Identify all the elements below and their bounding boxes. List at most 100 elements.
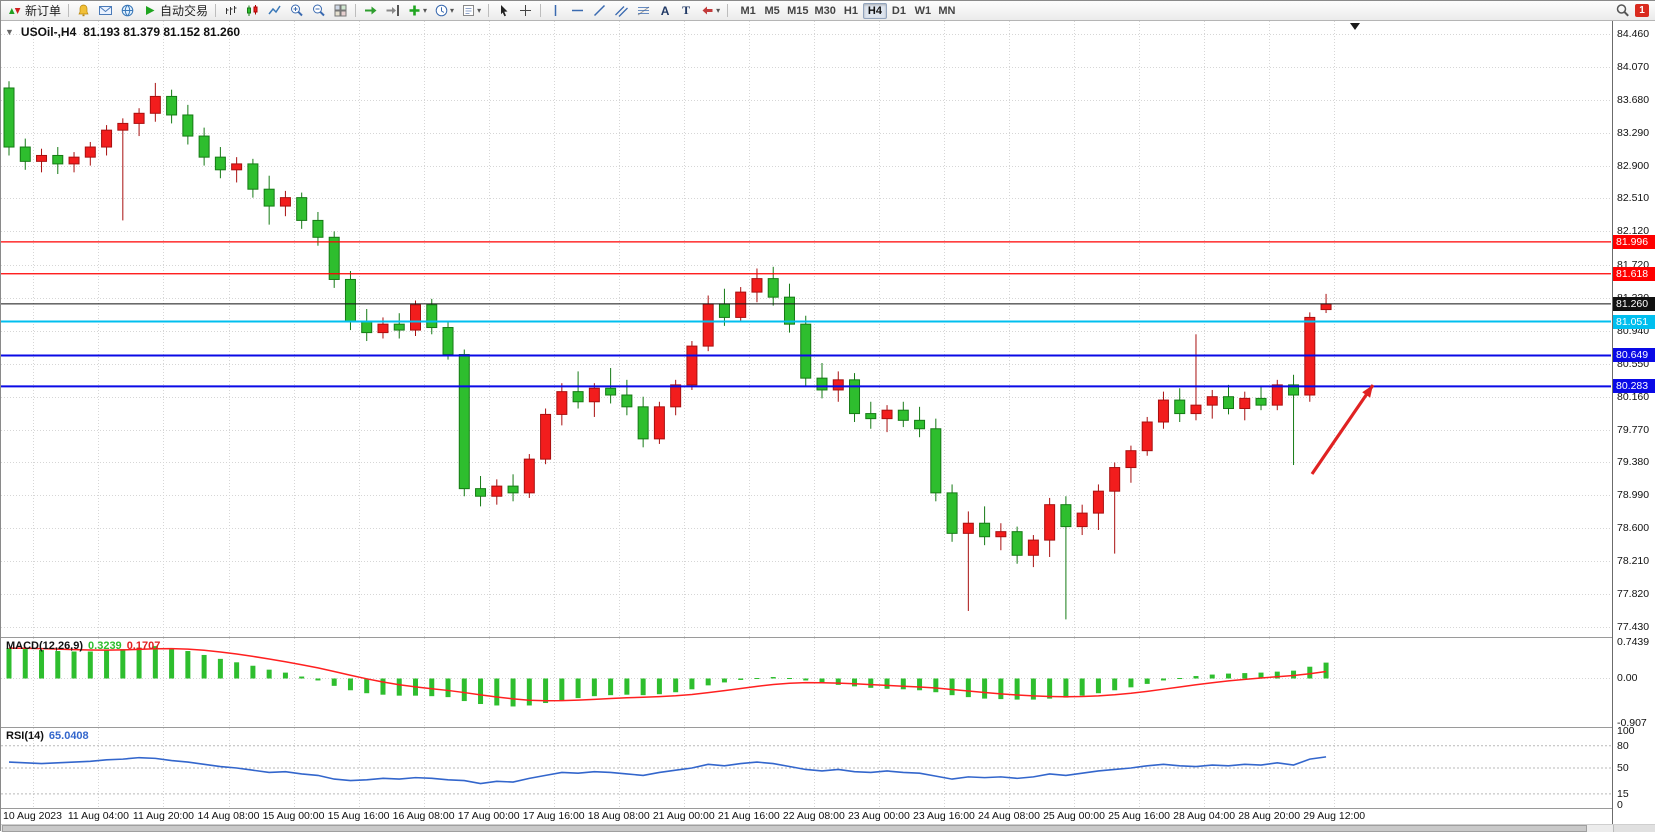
tf-m5-button[interactable]: M5 bbox=[760, 3, 784, 19]
macd-plot[interactable] bbox=[1, 638, 1612, 727]
bar-chart-icon bbox=[223, 3, 238, 18]
auto-trading-label: 自动交易 bbox=[160, 2, 208, 19]
trendline-icon bbox=[592, 3, 607, 18]
tf-d1-button[interactable]: D1 bbox=[887, 3, 911, 19]
bell-icon bbox=[76, 3, 91, 18]
rsi-plot[interactable] bbox=[1, 728, 1612, 809]
horizontal-line-button[interactable] bbox=[567, 2, 588, 20]
macd-axis-tick: 0.7439 bbox=[1617, 636, 1649, 648]
rsi-panel[interactable]: RSI(14) 65.0408 bbox=[1, 728, 1612, 809]
notifications-badge[interactable]: 1 bbox=[1635, 4, 1649, 17]
time-label: 21 Aug 00:00 bbox=[653, 810, 715, 822]
alerts-button[interactable] bbox=[73, 2, 94, 20]
chevron-down-icon: ▾ bbox=[450, 6, 454, 15]
rsi-label-bar: RSI(14) 65.0408 bbox=[6, 730, 89, 742]
text-label-tool-label: T bbox=[679, 3, 693, 18]
zoom-out-button[interactable] bbox=[308, 2, 329, 20]
bar-chart-button[interactable] bbox=[220, 2, 241, 20]
periods-button[interactable]: ▾ bbox=[431, 2, 457, 20]
clock-icon bbox=[434, 3, 449, 18]
cursor-icon bbox=[496, 3, 511, 18]
search-icon[interactable] bbox=[1615, 3, 1630, 18]
timeframe-toolbar: M1 M5 M15 M30 H1 H4 D1 W1 MN bbox=[736, 3, 959, 19]
macd-panel[interactable]: MACD(12,26,9) 0.3239 0.1707 bbox=[1, 638, 1612, 727]
time-label: 28 Aug 04:00 bbox=[1173, 810, 1235, 822]
templates-button[interactable]: ▾ bbox=[458, 2, 484, 20]
new-order-button[interactable]: 新订单 bbox=[4, 2, 64, 20]
time-label: 15 Aug 16:00 bbox=[328, 810, 390, 822]
vertical-line-button[interactable] bbox=[545, 2, 566, 20]
tf-mn-button[interactable]: MN bbox=[935, 3, 959, 19]
rsi-axis-tick: 50 bbox=[1617, 762, 1629, 774]
macd-histogram bbox=[7, 646, 1329, 706]
candles-layer bbox=[4, 81, 1331, 619]
trendline-button[interactable] bbox=[589, 2, 610, 20]
cursor-button[interactable] bbox=[493, 2, 514, 20]
auto-trading-button[interactable]: 自动交易 bbox=[139, 2, 211, 20]
tf-m15-button[interactable]: M15 bbox=[784, 3, 811, 19]
mail-button[interactable] bbox=[95, 2, 116, 20]
indicators-button[interactable]: ▾ bbox=[404, 2, 430, 20]
time-label: 24 Aug 08:00 bbox=[978, 810, 1040, 822]
price-tick: 79.770 bbox=[1617, 424, 1649, 436]
market-watch-button[interactable] bbox=[117, 2, 138, 20]
price-level-label: 81.618 bbox=[1613, 267, 1655, 281]
template-icon bbox=[461, 3, 476, 18]
channel-button[interactable] bbox=[611, 2, 632, 20]
panel-separator[interactable] bbox=[1, 727, 1655, 728]
price-level-label: 81.260 bbox=[1613, 297, 1655, 311]
main-chart-panel[interactable]: ▼ USOil-,H4 81.193 81.379 81.152 81.260 bbox=[1, 21, 1612, 637]
channel-icon bbox=[614, 3, 629, 18]
vertical-line-icon bbox=[548, 3, 563, 18]
text-label-tool-button[interactable]: T bbox=[676, 2, 696, 20]
price-level-label: 81.051 bbox=[1613, 315, 1655, 329]
text-tool-button[interactable]: A bbox=[655, 2, 675, 20]
time-label: 11 Aug 04:00 bbox=[68, 810, 129, 822]
rsi-name: RSI(14) bbox=[6, 730, 44, 742]
main-toolbar: 新订单 自动交易 bbox=[1, 1, 1655, 21]
price-tick: 83.680 bbox=[1617, 94, 1649, 106]
crosshair-button[interactable] bbox=[515, 2, 536, 20]
tf-h4-button[interactable]: H4 bbox=[863, 3, 887, 19]
price-tick: 78.990 bbox=[1617, 489, 1649, 501]
toolbar-right-group: 1 bbox=[1615, 3, 1653, 18]
chart-shift-button[interactable] bbox=[382, 2, 403, 20]
trend-arrow bbox=[1312, 385, 1373, 474]
macd-signal-value: 0.1707 bbox=[127, 640, 161, 652]
price-tick: 83.290 bbox=[1617, 127, 1649, 139]
new-order-label: 新订单 bbox=[25, 2, 61, 19]
add-indicator-icon bbox=[407, 3, 422, 18]
auto-scroll-button[interactable] bbox=[360, 2, 381, 20]
toolbar-separator bbox=[355, 4, 356, 17]
rsi-axis-tick: 80 bbox=[1617, 740, 1629, 752]
panel-separator[interactable] bbox=[1, 637, 1655, 638]
price-tick: 79.380 bbox=[1617, 456, 1649, 468]
tf-m30-button[interactable]: M30 bbox=[812, 3, 839, 19]
tf-w1-button[interactable]: W1 bbox=[911, 3, 935, 19]
macd-axis-tick: 0.00 bbox=[1617, 672, 1637, 684]
line-chart-button[interactable] bbox=[264, 2, 285, 20]
line-chart-icon bbox=[267, 3, 282, 18]
price-tick: 78.210 bbox=[1617, 555, 1649, 567]
candlestick-chart-button[interactable] bbox=[242, 2, 263, 20]
new-order-icon bbox=[7, 3, 22, 18]
toolbar-separator bbox=[540, 4, 541, 17]
tf-m1-button[interactable]: M1 bbox=[736, 3, 760, 19]
zoom-in-button[interactable] bbox=[286, 2, 307, 20]
tile-windows-button[interactable] bbox=[330, 2, 351, 20]
time-label: 16 Aug 08:00 bbox=[393, 810, 455, 822]
candlestick-plot[interactable] bbox=[1, 21, 1612, 637]
one-click-trading-toggle[interactable]: ▼ bbox=[5, 27, 14, 37]
macd-name: MACD(12,26,9) bbox=[6, 640, 83, 652]
time-label: 15 Aug 00:00 bbox=[263, 810, 325, 822]
tf-h1-button[interactable]: H1 bbox=[839, 3, 863, 19]
rsi-axis-tick: 100 bbox=[1617, 725, 1635, 737]
top-marker-icon bbox=[1350, 23, 1360, 30]
macd-label-bar: MACD(12,26,9) 0.3239 0.1707 bbox=[6, 640, 160, 652]
arrows-tool-button[interactable]: ▾ bbox=[697, 2, 723, 20]
fibonacci-icon bbox=[636, 3, 651, 18]
fibonacci-button[interactable] bbox=[633, 2, 654, 20]
price-tick: 84.070 bbox=[1617, 61, 1649, 73]
